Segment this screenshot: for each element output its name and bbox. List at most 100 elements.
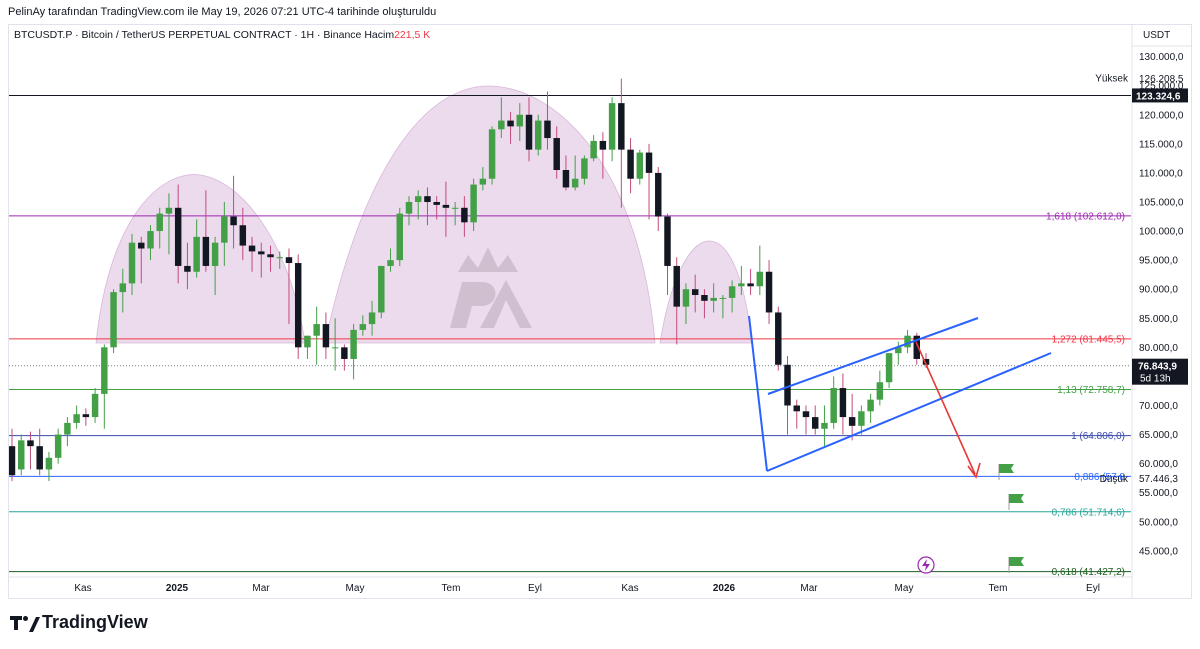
candle-body (119, 283, 127, 293)
channel-lower-line (766, 352, 1052, 472)
candle-body (165, 207, 173, 214)
candle-body (811, 417, 819, 429)
currency-label: USDT (1143, 30, 1170, 41)
candle-body (138, 242, 145, 249)
candle-body (710, 297, 717, 301)
candle (738, 265, 745, 296)
price-tick-label: 70.000,0 (1139, 401, 1178, 412)
symbol-title: BTCUSDT.P · Bitcoin / TetherUS PERPETUAL… (14, 29, 362, 41)
time-tick-label: May (346, 583, 365, 594)
candle (174, 184, 182, 284)
candle (294, 254, 302, 359)
candle-body (461, 207, 468, 223)
candle (867, 393, 874, 423)
candle (193, 219, 200, 278)
candle (904, 329, 911, 354)
fib-level-label-4: 1 (64.806,0) (1071, 431, 1125, 442)
candle-body (830, 388, 837, 423)
candle-body (322, 324, 330, 348)
price-tick-label: 110.000,0 (1139, 168, 1183, 179)
dome-shape-2 (324, 85, 656, 344)
candle (636, 149, 644, 185)
candle-body (581, 158, 588, 179)
candle-body (442, 204, 450, 208)
candle (848, 393, 856, 441)
candle-body (627, 149, 634, 179)
dome-shape-3 (659, 240, 753, 344)
candle-body (821, 422, 828, 429)
candle (535, 114, 542, 156)
flag-icon (999, 464, 1014, 473)
candle-body (110, 292, 117, 348)
candle-body (747, 283, 754, 287)
candle (885, 353, 893, 389)
candle-body (221, 216, 228, 243)
candle-body (571, 178, 579, 188)
candle-countdown: 5d 13h (1140, 374, 1171, 385)
candle (258, 242, 265, 278)
candle-body (655, 172, 662, 217)
candle (341, 344, 348, 371)
candle-body (276, 257, 283, 259)
candle (276, 251, 283, 269)
price-tick-label: 90.000,0 (1139, 285, 1178, 296)
candle (775, 306, 782, 371)
time-tick-label: Eyl (528, 583, 542, 594)
candle-body (304, 335, 311, 348)
candle-body (636, 152, 644, 179)
candle (895, 341, 902, 365)
candle-body (27, 440, 34, 447)
plot-area (9, 78, 1131, 574)
candle (682, 283, 690, 325)
candle-body (867, 399, 874, 412)
flag-marker-3 (1008, 557, 1024, 573)
candle-body (535, 120, 542, 150)
candle (442, 181, 450, 237)
candle (553, 126, 560, 179)
candle (839, 373, 847, 435)
symbol-legend: BTCUSDT.P · Bitcoin / TetherUS PERPETUAL… (14, 29, 430, 41)
price-tick-label: 95.000,0 (1139, 256, 1178, 267)
candle (701, 289, 708, 319)
candle (581, 155, 588, 185)
chart-caption: PelinAy tarafından TradingView.com ile M… (8, 6, 437, 18)
candle-body (608, 103, 616, 150)
dome-shape-1 (95, 174, 306, 344)
candle-body (350, 329, 357, 359)
candle (91, 388, 99, 423)
volume-label: Hacim (364, 29, 395, 41)
candle-body (498, 120, 505, 130)
candle-body (424, 196, 431, 202)
tradingview-logo[interactable]: TradingView (10, 612, 148, 633)
candle (368, 300, 376, 336)
fib-level-label-3: 1,13 (72.758,7) (1057, 385, 1125, 396)
candle-body (45, 457, 53, 470)
candle (710, 283, 717, 313)
candle (756, 245, 764, 296)
candle-body (516, 114, 524, 127)
candle-body (387, 260, 394, 266)
candle (128, 233, 136, 296)
time-tick-label: Kas (74, 583, 91, 594)
price-tick-label: 60.000,0 (1139, 459, 1178, 470)
candle (202, 190, 210, 272)
candle-body (885, 353, 893, 383)
candle-body (525, 114, 533, 150)
channel-drop-line (748, 315, 768, 472)
candle (830, 376, 837, 429)
candle (285, 248, 293, 325)
candle (876, 370, 884, 406)
event-bolt-icon (922, 559, 930, 571)
candle (45, 451, 53, 482)
candle (793, 399, 800, 429)
candle (378, 265, 385, 319)
candle-body (691, 289, 699, 296)
candle (719, 295, 727, 319)
candle (304, 335, 311, 359)
candle-body (784, 364, 791, 406)
current-price-value: 76.843,9 (1138, 362, 1177, 373)
price-tick-label: 100.000,0 (1139, 227, 1184, 238)
candle-body (156, 213, 163, 232)
watermark-logo (450, 247, 532, 328)
